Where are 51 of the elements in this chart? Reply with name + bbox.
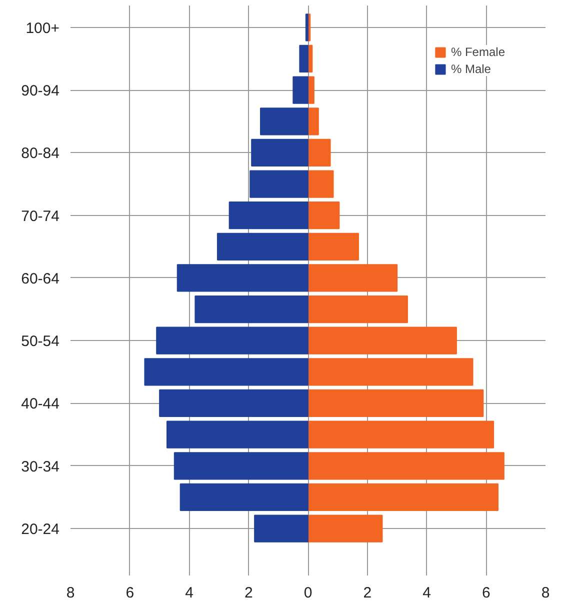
bar bbox=[308, 232, 359, 260]
bar bbox=[308, 264, 398, 292]
bar bbox=[308, 358, 474, 386]
legend-label: % Female bbox=[450, 45, 505, 59]
bar bbox=[144, 358, 308, 386]
x-tick-label: 0 bbox=[304, 584, 312, 602]
y-tick-label: 60-64 bbox=[21, 270, 60, 288]
bar bbox=[250, 170, 308, 198]
y-tick-label: 20-24 bbox=[21, 521, 60, 538]
y-tick-label: 90-94 bbox=[21, 82, 60, 100]
y-tick-label: 30-34 bbox=[21, 458, 60, 476]
x-tick-label: 2 bbox=[363, 584, 372, 602]
legend-label: % Male bbox=[450, 62, 491, 76]
bar bbox=[308, 389, 484, 418]
bar bbox=[308, 202, 340, 230]
bar bbox=[308, 108, 319, 136]
bar bbox=[159, 389, 308, 418]
bar bbox=[308, 138, 331, 167]
bar bbox=[305, 14, 308, 42]
x-tick-label: 4 bbox=[185, 584, 194, 602]
bar bbox=[308, 326, 457, 354]
bar bbox=[156, 326, 308, 354]
y-tick-label: 50-54 bbox=[21, 333, 60, 350]
bar bbox=[299, 44, 308, 73]
bar bbox=[260, 108, 308, 136]
x-tick-label: 6 bbox=[126, 584, 134, 602]
bar bbox=[308, 452, 504, 480]
x-tick-label: 4 bbox=[422, 584, 431, 602]
bar bbox=[308, 170, 334, 198]
y-tick-label: 70-74 bbox=[21, 208, 60, 225]
bar bbox=[176, 264, 308, 292]
y-tick-label: 80-84 bbox=[21, 145, 60, 162]
bar bbox=[216, 232, 308, 260]
y-tick-label: 40-44 bbox=[21, 396, 60, 413]
bar bbox=[194, 295, 308, 324]
y-tick-label: 100+ bbox=[26, 20, 60, 37]
bar bbox=[166, 420, 308, 448]
bar bbox=[174, 452, 308, 480]
x-tick-label: 8 bbox=[541, 584, 550, 602]
x-tick-label: 2 bbox=[244, 584, 253, 602]
bar bbox=[228, 202, 308, 230]
bar bbox=[308, 483, 498, 512]
bar bbox=[308, 514, 383, 542]
bar bbox=[308, 420, 494, 448]
bar bbox=[251, 138, 308, 167]
bar bbox=[308, 295, 408, 324]
bar bbox=[254, 514, 308, 542]
x-tick-label: 8 bbox=[66, 584, 75, 602]
bar bbox=[292, 76, 308, 104]
bar bbox=[180, 483, 308, 512]
x-tick-label: 6 bbox=[482, 584, 490, 602]
